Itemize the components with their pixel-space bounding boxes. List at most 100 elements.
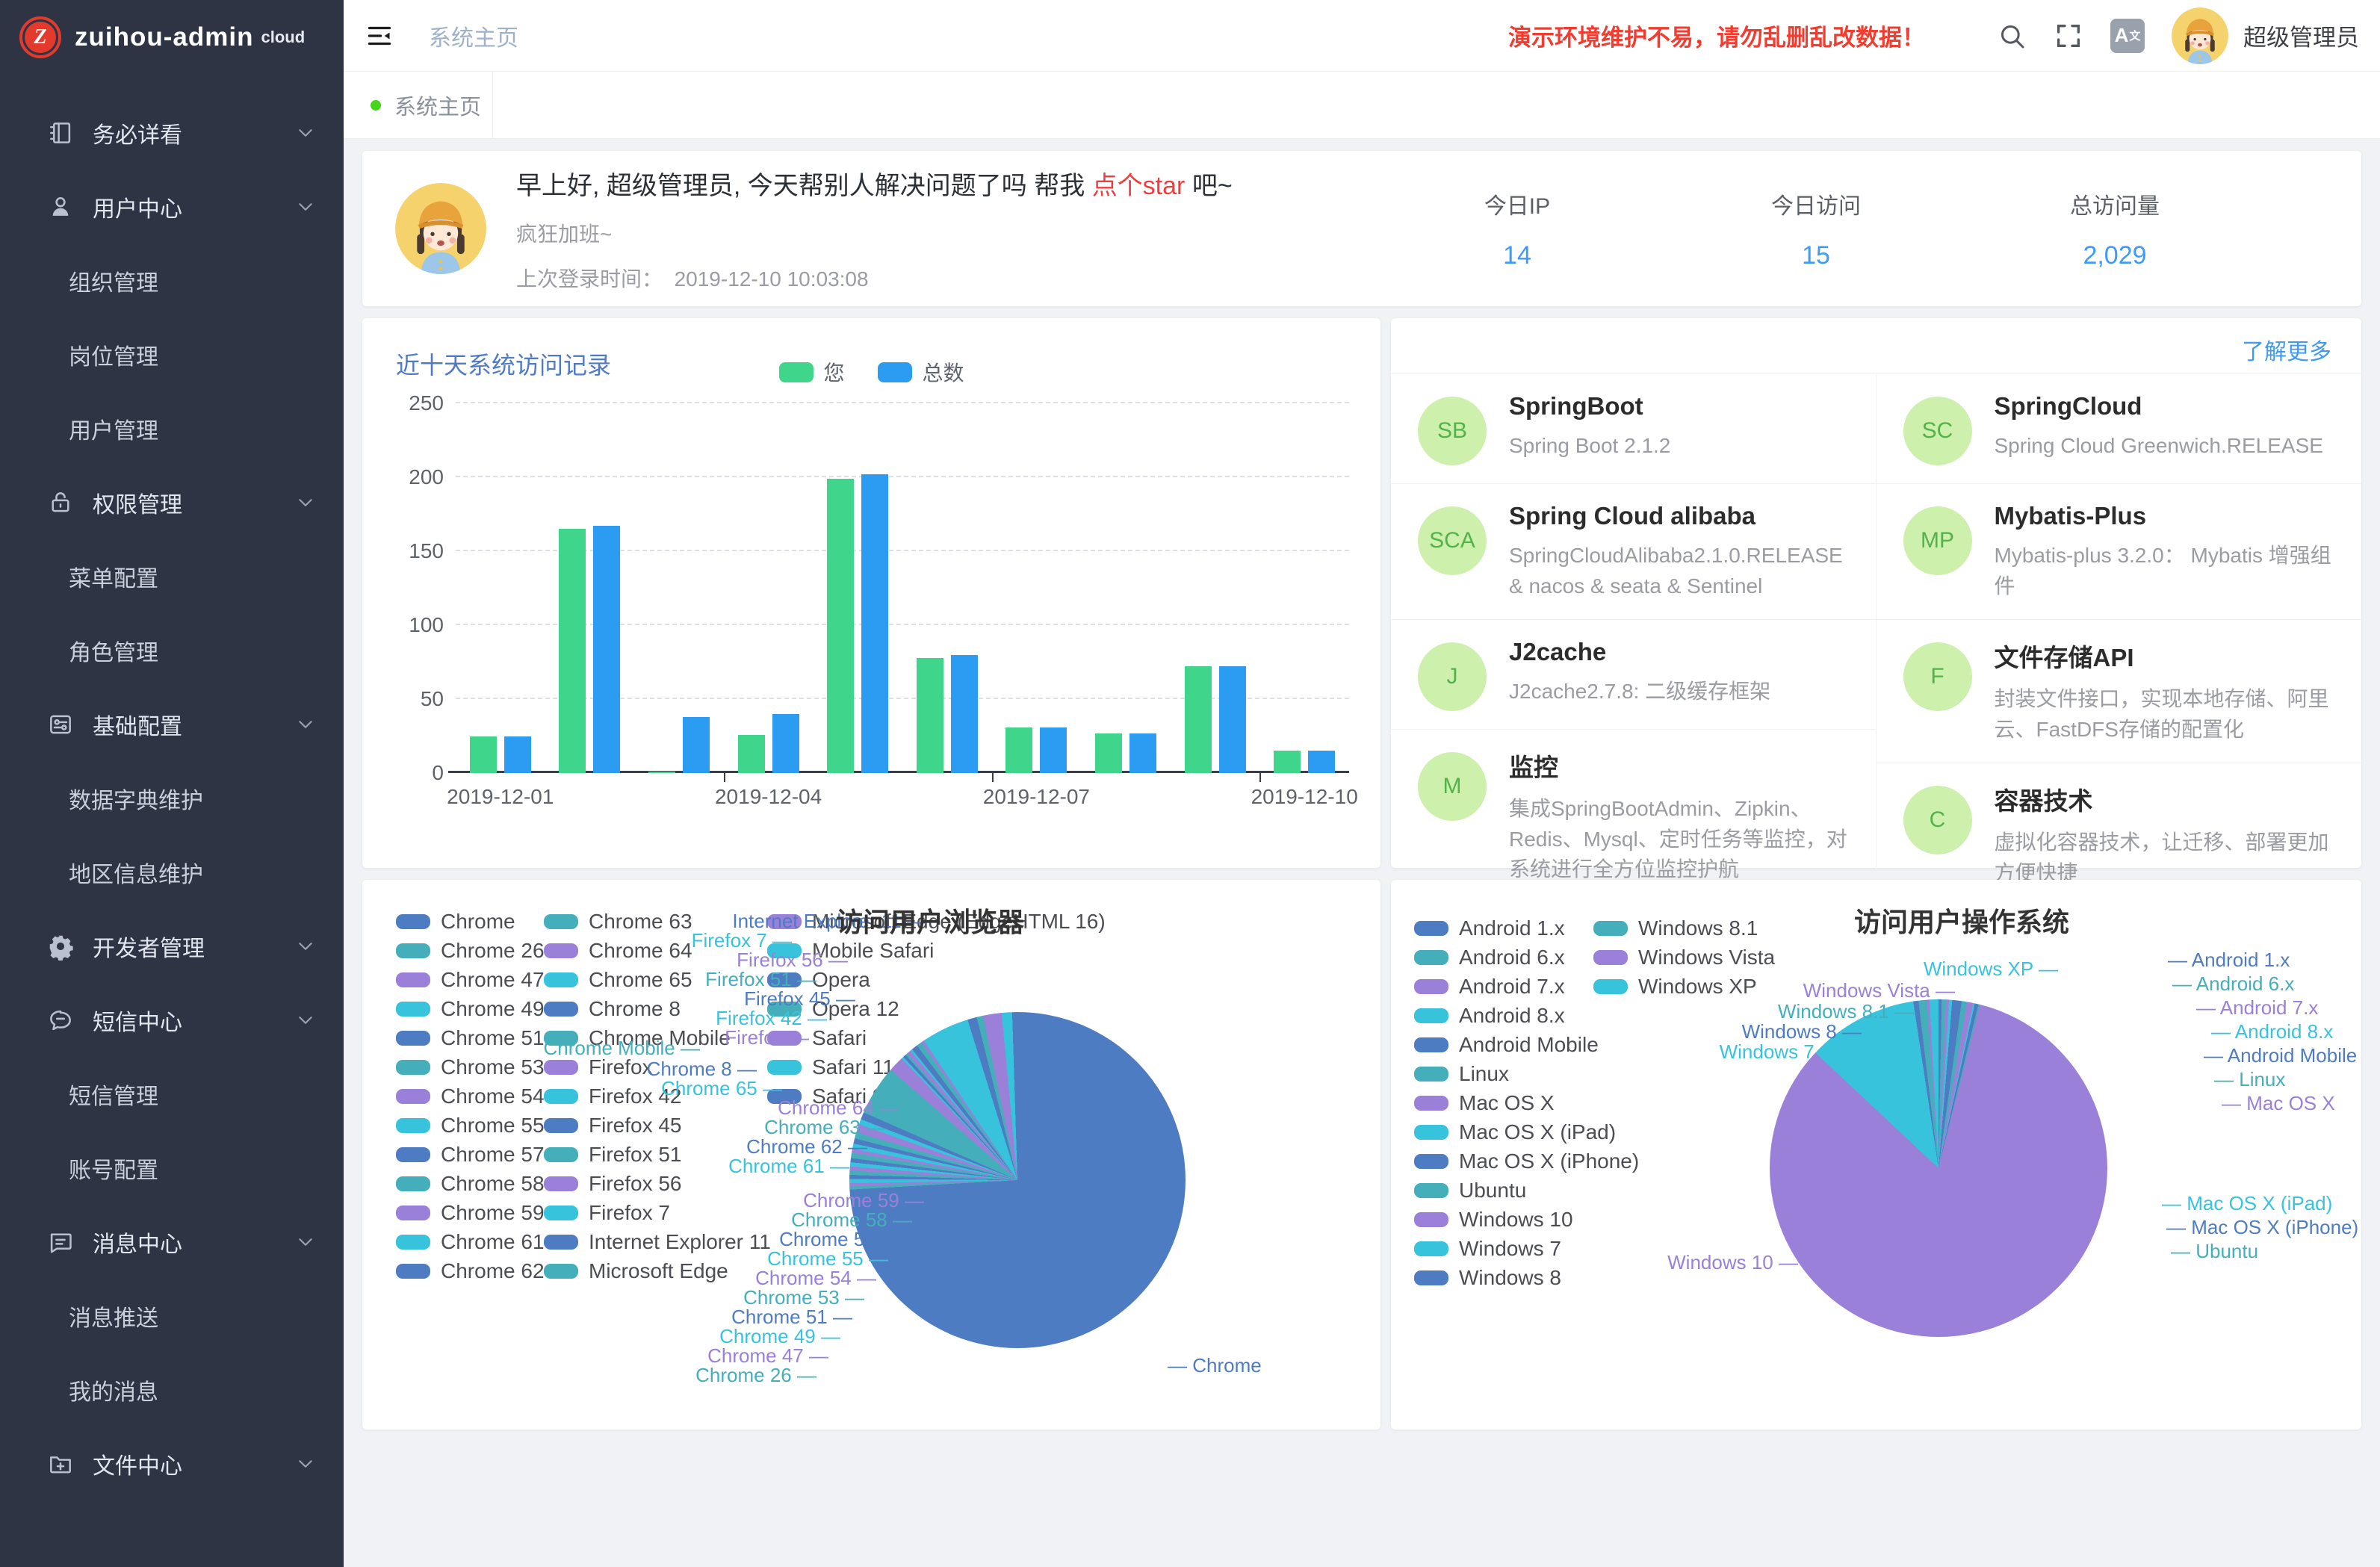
legend-item[interactable]: Chrome 62 — [396, 1256, 545, 1285]
legend-swatch — [544, 972, 578, 987]
legend-item[interactable]: Chrome 53 — [396, 1052, 545, 1082]
learn-more-link[interactable]: 了解更多 — [2242, 333, 2331, 366]
legend-item[interactable]: Chrome 58 — [396, 1169, 545, 1198]
star-link[interactable]: 点个star — [1092, 172, 1186, 200]
sidebar-group-8[interactable]: 基础配置 — [0, 687, 344, 761]
sidebar-group-12[interactable]: 短信中心 — [0, 983, 344, 1057]
legend-item[interactable]: Firefox 45 — [544, 1111, 771, 1140]
legend-item[interactable]: Windows XP — [1593, 972, 1775, 1001]
sidebar-group-18[interactable]: 文件中心 — [0, 1427, 344, 1501]
sidebar-item-6[interactable]: 菜单配置 — [0, 539, 344, 613]
stat-value: 2,029 — [1965, 241, 2264, 270]
legend-item[interactable]: Windows Vista — [1593, 943, 1775, 972]
sidebar-group-15[interactable]: 消息中心 — [0, 1205, 344, 1279]
app-logo[interactable]: Z zuihou-admin cloud — [0, 0, 344, 75]
tab-home[interactable]: 系统主页 — [344, 72, 493, 138]
bar-总数-2019-12-01[interactable] — [504, 736, 531, 774]
fullscreen-icon[interactable] — [2054, 21, 2083, 51]
username[interactable]: 超级管理员 — [2243, 19, 2359, 52]
legend-item[interactable]: Mac OS X (iPhone) — [1414, 1146, 1639, 1176]
sidebar-item-3[interactable]: 岗位管理 — [0, 317, 344, 391]
tech-title: Mybatis-Plus — [1995, 502, 2340, 530]
visits-chart-title: 近十天系统访问记录 — [396, 347, 611, 381]
sidebar-item-7[interactable]: 角色管理 — [0, 613, 344, 687]
bar-总数-2019-12-03[interactable] — [683, 717, 710, 773]
sidebar-item-17[interactable]: 我的消息 — [0, 1353, 344, 1427]
sidebar-group-11[interactable]: 开发者管理 — [0, 909, 344, 983]
legend-swatch — [396, 1176, 430, 1191]
sidebar-item-9[interactable]: 数据字典维护 — [0, 761, 344, 835]
legend-item[interactable]: Ubuntu — [1414, 1176, 1639, 1205]
legend-item[interactable]: Chrome 55 — [396, 1111, 545, 1140]
legend-item[interactable]: Internet Explorer 11 — [544, 1227, 771, 1256]
font-size-icon[interactable]: A文 — [2110, 19, 2145, 53]
legend-item[interactable]: Chrome 59 — [396, 1198, 545, 1227]
bar-总数-2019-12-07[interactable] — [1040, 727, 1067, 773]
bar-总数-2019-12-02[interactable] — [593, 526, 620, 773]
pie-callout-label: Windows 10 — — [1667, 1251, 1798, 1274]
legend-item[interactable]: Chrome 54 — [396, 1082, 545, 1111]
legend-item[interactable]: Linux — [1414, 1059, 1639, 1088]
legend-item[interactable]: Microsoft Edge — [544, 1256, 771, 1285]
legend-item[interactable]: Windows 7 — [1414, 1234, 1639, 1263]
legend-item[interactable]: 您 — [778, 357, 844, 387]
legend-swatch — [767, 1060, 802, 1075]
sidebar-item-10[interactable]: 地区信息维护 — [0, 835, 344, 909]
legend-swatch — [544, 943, 578, 958]
bar-总数-2019-12-06[interactable] — [951, 655, 978, 773]
bar-您-2019-12-02[interactable] — [559, 529, 586, 773]
legend-item[interactable]: Android 8.x — [1414, 1001, 1639, 1030]
legend-item[interactable]: Firefox 7 — [544, 1198, 771, 1227]
bar-总数-2019-12-05[interactable] — [861, 474, 888, 773]
sidebar-group-0[interactable]: 务必详看 — [0, 96, 344, 170]
sidebar-item-2[interactable]: 组织管理 — [0, 243, 344, 317]
sidebar-item-13[interactable]: 短信管理 — [0, 1057, 344, 1131]
legend-item[interactable]: Chrome 49 — [396, 994, 545, 1023]
legend-item[interactable]: Chrome 47 — [396, 965, 545, 994]
legend-item[interactable]: Windows 8.1 — [1593, 913, 1775, 943]
search-icon[interactable] — [1997, 21, 2027, 51]
legend-item[interactable]: Mac OS X — [1414, 1088, 1639, 1117]
sms-icon — [46, 1006, 75, 1034]
legend-item[interactable]: 总数 — [878, 357, 964, 387]
bar-您-2019-12-07[interactable] — [1005, 727, 1032, 773]
legend-swatch — [396, 1147, 430, 1162]
bar-总数-2019-12-04[interactable] — [772, 714, 799, 773]
legend-item[interactable]: Mac OS X (iPad) — [1414, 1117, 1639, 1146]
legend-item[interactable]: Chrome 61 — [396, 1227, 545, 1256]
legend-item[interactable]: Windows 10 — [1414, 1205, 1639, 1234]
browser-pie[interactable] — [849, 1012, 1186, 1348]
bar-您-2019-12-05[interactable] — [827, 479, 854, 773]
legend-item[interactable]: Chrome 57 — [396, 1140, 545, 1169]
sidebar-menu: 务必详看用户中心组织管理岗位管理用户管理权限管理菜单配置角色管理基础配置数据字典… — [0, 96, 344, 1501]
pie-callout-label: Chrome 61 — — [728, 1155, 849, 1178]
sidebar-group-5[interactable]: 权限管理 — [0, 465, 344, 539]
sidebar-item-label: 菜单配置 — [69, 560, 158, 593]
legend-item[interactable]: Windows 8 — [1414, 1263, 1639, 1292]
bar-您-2019-12-04[interactable] — [738, 735, 765, 773]
sidebar-item-16[interactable]: 消息推送 — [0, 1279, 344, 1353]
bar-您-2019-12-08[interactable] — [1095, 733, 1122, 773]
demo-warning-text: 演示环境维护不易，请勿乱删乱改数据！ — [1508, 19, 1925, 52]
sidebar-group-1[interactable]: 用户中心 — [0, 170, 344, 243]
legend-item[interactable]: Chrome — [396, 907, 545, 936]
legend-item[interactable]: Chrome 26 — [396, 936, 545, 965]
bar-总数-2019-12-09[interactable] — [1219, 666, 1246, 773]
legend-swatch — [1414, 1037, 1448, 1052]
sidebar-item-14[interactable]: 账号配置 — [0, 1131, 344, 1205]
sidebar-item-label: 数据字典维护 — [69, 782, 203, 815]
bar-您-2019-12-03[interactable] — [648, 772, 675, 773]
tech-item: MPMybatis-PlusMybatis-plus 3.2.0： Mybati… — [1877, 483, 2362, 619]
legend-item[interactable]: Android Mobile — [1414, 1030, 1639, 1059]
user-avatar[interactable] — [2172, 7, 2228, 64]
bar-总数-2019-12-10[interactable] — [1308, 751, 1335, 773]
sidebar-item-4[interactable]: 用户管理 — [0, 391, 344, 465]
bar-总数-2019-12-08[interactable] — [1129, 733, 1156, 773]
menu-fold-icon[interactable] — [366, 22, 393, 49]
bar-您-2019-12-01[interactable] — [470, 736, 497, 774]
bar-group-2019-12-01 — [456, 403, 545, 773]
bar-您-2019-12-06[interactable] — [917, 658, 943, 773]
bar-您-2019-12-09[interactable] — [1185, 666, 1212, 773]
bar-您-2019-12-10[interactable] — [1274, 751, 1301, 773]
legend-item[interactable]: Chrome 51 — [396, 1023, 545, 1052]
